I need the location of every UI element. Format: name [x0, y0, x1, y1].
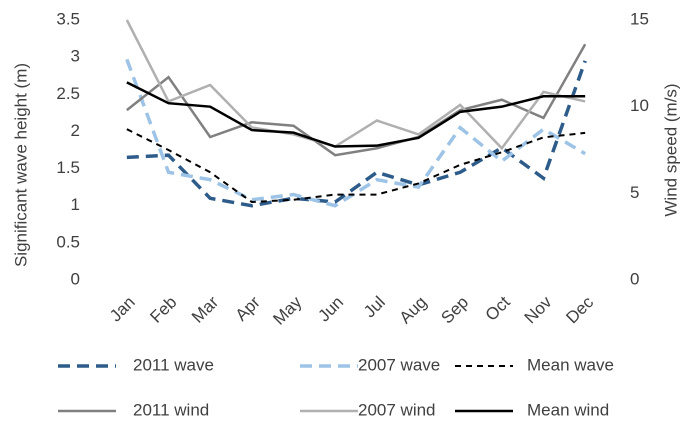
- y-tick-label: 1.5: [56, 158, 80, 177]
- y-tick-label: 2.5: [56, 84, 80, 103]
- x-tick-label: Mar: [188, 292, 222, 326]
- y2-tick-label: 15: [630, 9, 649, 28]
- y-tick-label: 1: [71, 195, 80, 214]
- legend-label: 2011 wave: [133, 355, 214, 374]
- series-line: [125, 58, 587, 208]
- series-line: [126, 128, 586, 204]
- series-line: [126, 60, 587, 208]
- x-tick-label: Aug: [396, 293, 431, 328]
- x-tick-label: Jun: [314, 293, 347, 326]
- y2-tick-label: 5: [630, 183, 639, 202]
- y-tick-label: 0.5: [56, 232, 80, 251]
- x-tick-label: Feb: [146, 293, 180, 327]
- x-tick-label: Jul: [360, 293, 389, 322]
- x-tick-label: Oct: [482, 292, 514, 324]
- legend-label: 2007 wave: [358, 355, 440, 374]
- series-line: [126, 43, 587, 157]
- series-line: [126, 81, 586, 148]
- y-axis-title: Significant wave height (m): [11, 63, 30, 267]
- x-tick-label: Sep: [437, 293, 472, 328]
- series-line: [125, 19, 586, 151]
- y-tick-label: 3: [71, 47, 80, 66]
- legend-label: Mean wave: [527, 355, 614, 374]
- x-tick-label: Dec: [562, 292, 597, 327]
- y-tick-label: 2: [71, 121, 80, 140]
- y-tick-label: 3.5: [56, 9, 80, 28]
- legend-label: Mean wind: [527, 400, 609, 419]
- y2-axis-title: Wind speed (m/s): [661, 83, 680, 216]
- legend-label: 2007 wind: [358, 400, 436, 419]
- x-tick-label: Jan: [106, 293, 139, 326]
- legend-label: 2011 wind: [133, 400, 209, 419]
- x-tick-label: Apr: [232, 292, 264, 324]
- y2-tick-label: 0: [630, 269, 639, 288]
- x-tick-label: Nov: [521, 292, 556, 327]
- x-tick-label: May: [269, 292, 305, 328]
- y2-tick-label: 10: [630, 96, 649, 115]
- y-tick-label: 0: [71, 269, 80, 288]
